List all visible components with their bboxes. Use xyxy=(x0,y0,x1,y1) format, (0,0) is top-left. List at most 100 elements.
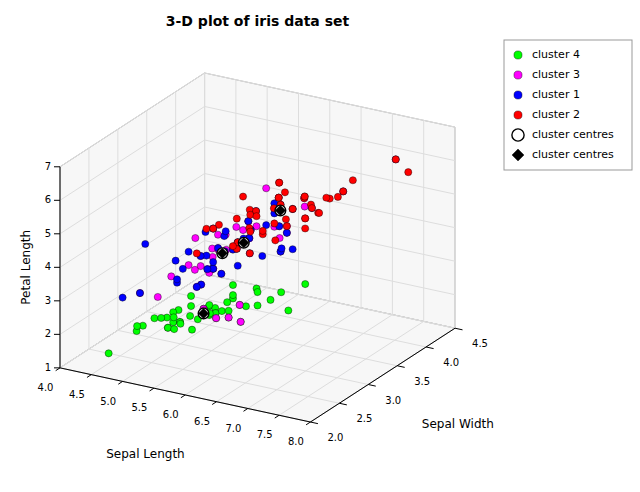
point xyxy=(229,292,236,299)
point xyxy=(119,294,126,301)
legend-label: cluster 2 xyxy=(532,108,580,121)
tick xyxy=(54,267,60,268)
panes xyxy=(60,73,455,422)
grid-line xyxy=(176,293,426,347)
series xyxy=(136,185,308,326)
tick-label: 7 xyxy=(45,161,51,172)
tick xyxy=(54,300,60,301)
point xyxy=(142,240,149,247)
tick-label: 7.5 xyxy=(257,429,273,440)
point xyxy=(214,231,221,238)
point xyxy=(105,350,112,357)
legend-symbol xyxy=(514,71,522,79)
point xyxy=(275,194,282,201)
point xyxy=(234,262,241,269)
point xyxy=(151,315,158,322)
point xyxy=(246,250,253,257)
tick-label: 8.0 xyxy=(288,436,304,447)
tick-label: 5.0 xyxy=(100,396,116,407)
point xyxy=(198,308,208,318)
point xyxy=(308,205,315,212)
grid-line xyxy=(60,174,205,268)
axis-title: Sepal Width xyxy=(422,417,494,431)
point xyxy=(204,266,211,273)
point xyxy=(278,245,285,252)
legend-item: cluster 3 xyxy=(514,68,580,81)
point xyxy=(218,270,225,277)
point xyxy=(253,213,260,220)
point xyxy=(245,218,252,225)
point xyxy=(323,194,330,201)
grid-line xyxy=(248,315,393,409)
grid-line xyxy=(60,73,205,167)
point xyxy=(278,289,285,296)
point xyxy=(193,283,200,290)
point xyxy=(233,223,240,230)
tick xyxy=(397,366,405,368)
point xyxy=(136,289,143,296)
point xyxy=(217,248,228,259)
grid-line xyxy=(205,207,455,261)
series xyxy=(198,205,285,318)
point xyxy=(193,283,200,290)
point xyxy=(285,307,292,314)
point xyxy=(302,281,309,288)
point xyxy=(192,234,199,241)
point xyxy=(193,250,200,257)
point xyxy=(188,326,195,333)
point xyxy=(198,308,209,319)
point xyxy=(210,225,217,232)
tick xyxy=(243,408,247,411)
point xyxy=(217,248,227,258)
point xyxy=(392,156,399,163)
point xyxy=(254,302,261,309)
axis-title: Sepal Length xyxy=(106,447,185,461)
point xyxy=(171,326,178,333)
grid-line xyxy=(217,308,362,402)
tick xyxy=(150,388,154,391)
axis-title: Petal Length xyxy=(19,230,33,305)
point xyxy=(275,194,282,201)
point xyxy=(134,323,141,330)
point xyxy=(302,225,309,232)
legend-item: cluster 1 xyxy=(514,88,580,101)
legend-item: cluster 2 xyxy=(514,108,580,121)
grid-line xyxy=(91,281,236,375)
legend-symbol xyxy=(512,149,524,161)
tick xyxy=(54,334,60,335)
point xyxy=(245,218,252,225)
grid-line xyxy=(185,301,330,395)
point xyxy=(263,185,270,192)
point xyxy=(282,216,289,223)
legend-item: cluster centres xyxy=(512,128,614,141)
axis-line xyxy=(310,328,455,422)
point xyxy=(276,179,283,186)
point xyxy=(289,205,296,212)
grid-line xyxy=(60,274,205,368)
point xyxy=(173,276,180,283)
tick-label: 3 xyxy=(45,295,51,306)
point xyxy=(187,302,194,309)
point xyxy=(154,293,161,300)
tick xyxy=(275,415,279,418)
point xyxy=(187,312,194,319)
point xyxy=(308,205,315,212)
point xyxy=(238,237,249,248)
point xyxy=(237,318,244,325)
series xyxy=(105,281,309,357)
point xyxy=(392,156,399,163)
legend-label: cluster 3 xyxy=(532,68,580,81)
tick-label: 6.0 xyxy=(163,409,179,420)
tick-label: 3.5 xyxy=(414,376,430,387)
tick xyxy=(54,367,60,368)
axes: 4.04.55.05.56.06.57.07.58.02.02.53.03.54… xyxy=(19,161,494,461)
grid-line xyxy=(205,106,455,160)
point xyxy=(187,292,194,299)
series xyxy=(119,156,399,301)
tick-label: 4.0 xyxy=(443,357,459,368)
tick-label: 2.0 xyxy=(328,432,344,443)
point xyxy=(247,228,254,235)
grid-line xyxy=(310,328,455,422)
grid-line xyxy=(205,174,455,228)
pane xyxy=(60,274,455,422)
